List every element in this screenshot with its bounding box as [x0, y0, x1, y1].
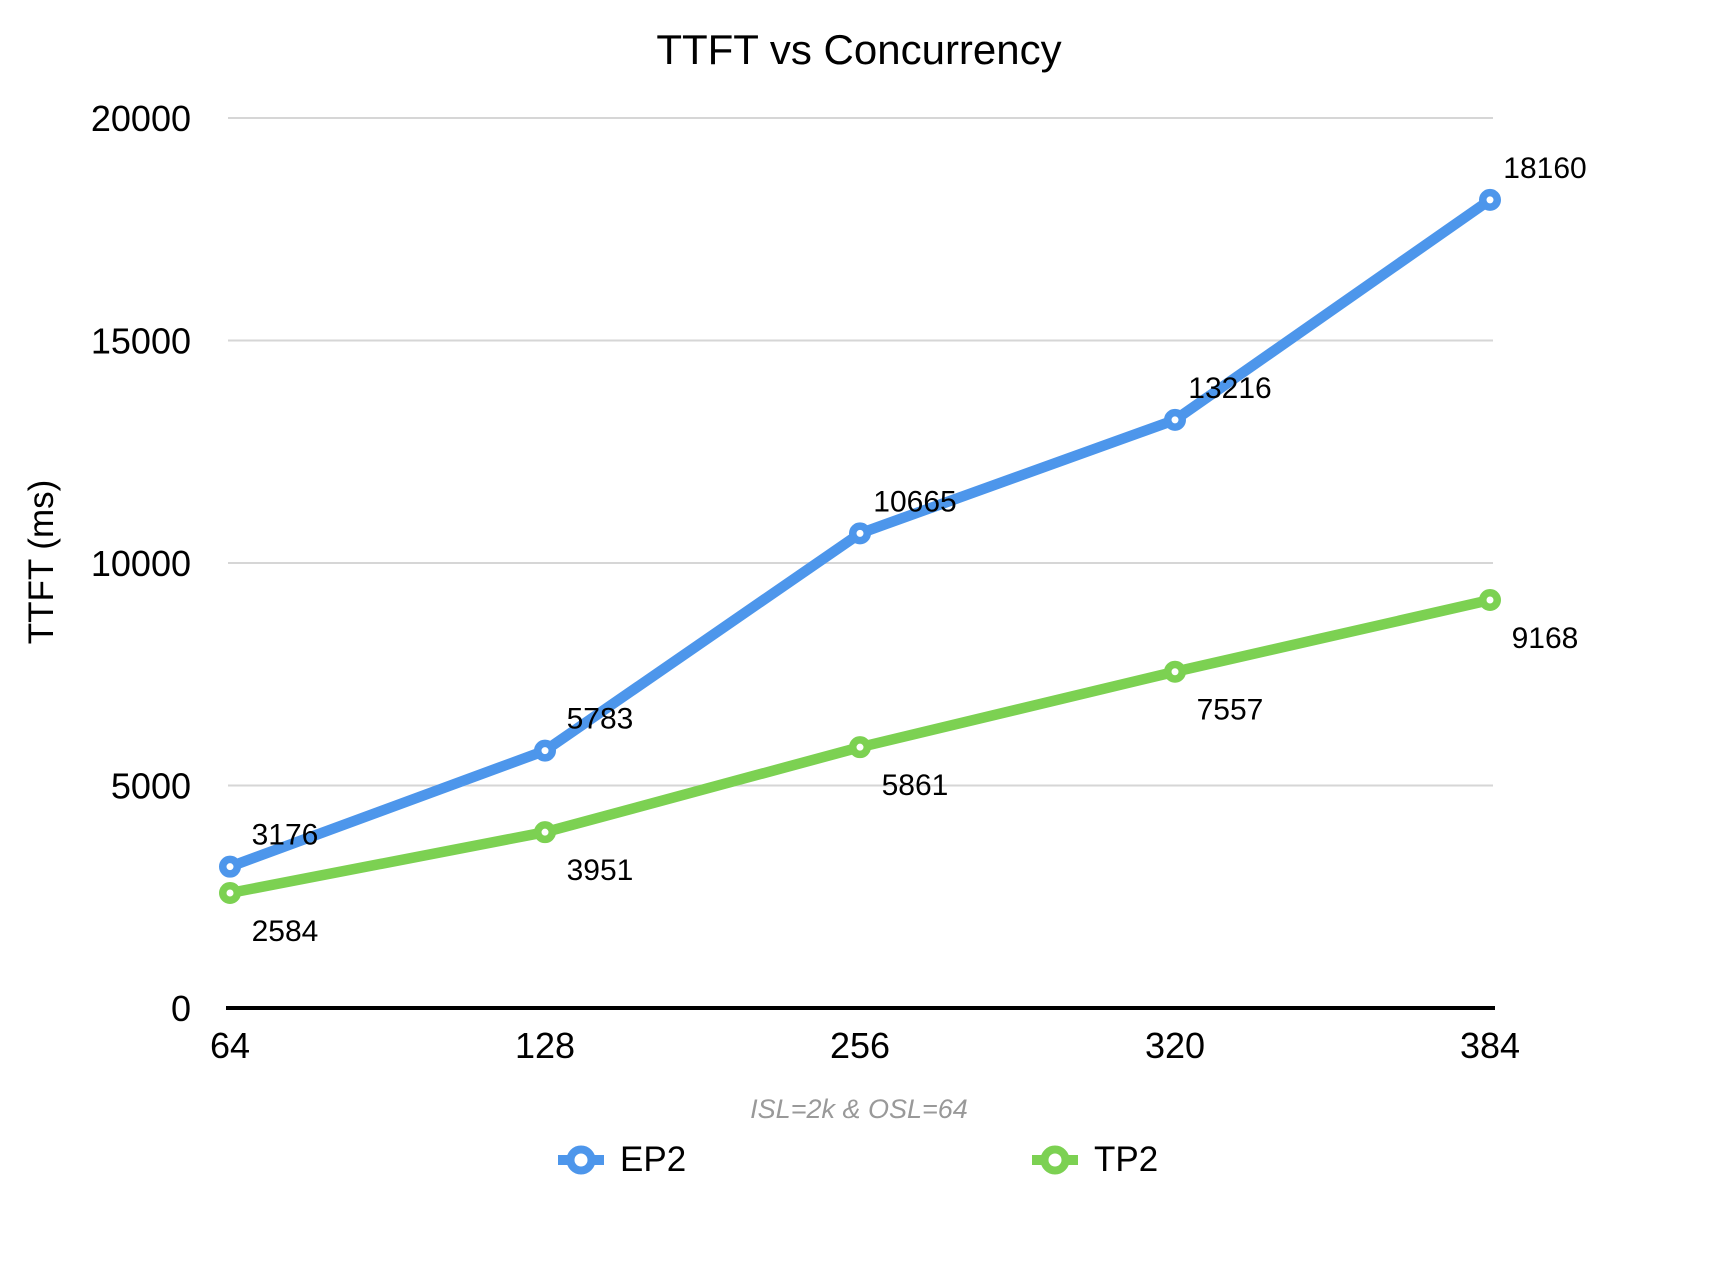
legend-item-ep2: EP2 — [556, 1137, 686, 1183]
data-point-marker-ep2 — [849, 522, 871, 545]
data-point-label-ep2: 18160 — [1503, 152, 1586, 185]
y-tick-label: 5000 — [111, 766, 191, 807]
data-point-label-ep2: 10665 — [873, 485, 956, 518]
x-tick-label: 256 — [830, 1025, 890, 1066]
data-point-label-ep2: 3176 — [252, 819, 319, 852]
legend-label-ep2: EP2 — [620, 1140, 687, 1179]
x-axis-subtitle: ISL=2k & OSL=64 — [750, 1094, 968, 1124]
data-point-marker-tp2 — [849, 736, 871, 759]
data-point-label-ep2: 13216 — [1188, 372, 1271, 405]
data-point-label-tp2: 5861 — [882, 769, 949, 802]
data-point-label-tp2: 9168 — [1512, 622, 1579, 655]
data-point-marker-tp2 — [1164, 660, 1186, 683]
x-tick-label: 128 — [515, 1025, 575, 1066]
tp2-line-marker-icon — [1032, 1145, 1078, 1175]
data-point-label-ep2: 5783 — [567, 703, 634, 736]
data-point-label-tp2: 7557 — [1197, 694, 1264, 727]
y-tick-label: 10000 — [91, 543, 191, 584]
data-point-label-tp2: 3951 — [567, 854, 634, 887]
legend-label-tp2: TP2 — [1094, 1140, 1159, 1179]
x-tick-label: 64 — [210, 1025, 250, 1066]
y-tick-label: 0 — [171, 988, 191, 1029]
data-point-label-tp2: 2584 — [252, 915, 319, 948]
data-point-marker-ep2 — [219, 855, 241, 878]
x-tick-label: 384 — [1460, 1025, 1520, 1066]
x-tick-label: 320 — [1145, 1025, 1205, 1066]
y-tick-label: 20000 — [91, 98, 191, 139]
y-tick-label: 15000 — [91, 321, 191, 362]
chart-title: TTFT vs Concurrency — [656, 26, 1062, 73]
data-point-marker-tp2 — [534, 821, 556, 844]
data-point-marker-tp2 — [219, 882, 241, 905]
data-point-marker-tp2 — [1479, 589, 1501, 612]
data-point-marker-ep2 — [1479, 188, 1501, 211]
data-point-marker-ep2 — [1164, 408, 1186, 431]
legend-item-tp2: TP2 — [1030, 1137, 1158, 1183]
data-point-marker-ep2 — [534, 739, 556, 762]
ep2-line-marker-icon — [558, 1145, 604, 1175]
